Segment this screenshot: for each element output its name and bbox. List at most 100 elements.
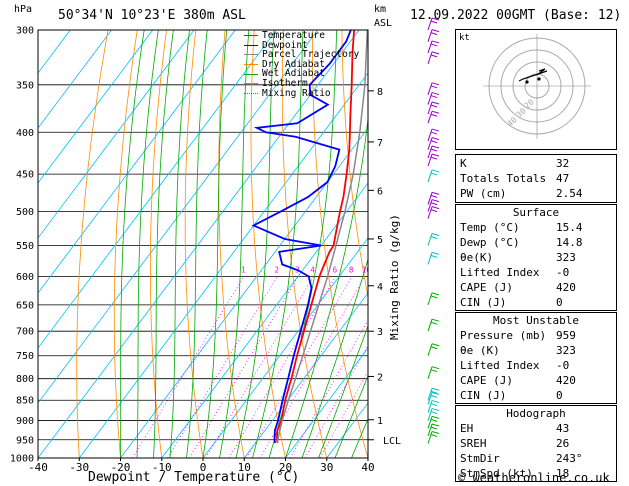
dry-adiabat: [430, 30, 455, 458]
legend-item: Temperature: [244, 31, 374, 41]
mixing-ratio-label: 2: [275, 265, 280, 274]
most-unstable-title: Most Unstable: [492, 314, 580, 327]
most-unstable-row: Lifted Index -0: [456, 358, 616, 373]
most-unstable-row-value: 323: [556, 344, 576, 357]
most-unstable-row: θe (K) 323: [456, 343, 616, 358]
index-row: PW (cm) 2.54: [456, 186, 616, 201]
isotherm: [38, 30, 112, 129]
km-tick-label: LCL: [383, 436, 401, 447]
hodograph-unit: kt: [459, 33, 470, 43]
legend-swatch: [244, 54, 258, 56]
wet-adiabat: [252, 30, 304, 458]
most-unstable-row: CIN (J) 0: [456, 388, 616, 403]
pressure-tick-label: 750: [16, 351, 34, 362]
index-row-label: K: [460, 157, 467, 170]
dry-adiabat: [281, 30, 328, 458]
series-parcel-trajectory: [276, 30, 368, 444]
surface-row-value: -0: [556, 266, 570, 279]
hodograph-row-label: SREH: [460, 437, 487, 450]
hodograph-row-label: StmSpd (kt): [460, 467, 533, 480]
pressure-tick-label: 1000: [10, 454, 34, 465]
pressure-tick-label: 600: [16, 272, 34, 283]
x-tick-label: -30: [69, 461, 89, 474]
most-unstable-row-label: CAPE (J): [460, 374, 513, 387]
pressure-tick-label: 450: [16, 170, 34, 181]
wind-barb: [427, 137, 440, 150]
km-tick-label: 2: [377, 372, 383, 383]
wet-adiabat: [186, 30, 208, 458]
surface-row: Temp (°C) 15.4: [456, 220, 616, 235]
surface-row-label: CAPE (J): [460, 281, 513, 294]
hodograph-row: SREH 26: [456, 436, 616, 451]
mixing-ratio-line: [131, 276, 245, 458]
wet-adiabat: [202, 30, 228, 458]
wind-barb: [427, 82, 440, 95]
surface-row: θe(K) 323: [456, 250, 616, 265]
wet-adiabat: [235, 30, 275, 458]
legend-label: Dewpoint: [262, 39, 308, 51]
legend-label: Temperature: [262, 30, 325, 41]
wind-barb: [427, 29, 440, 42]
hodograph-row-label: EH: [460, 422, 474, 435]
legend-item: Wet Adiabat: [244, 69, 374, 79]
isotherm: [38, 30, 195, 239]
legend-swatch: [244, 92, 258, 94]
legend-swatch: [244, 35, 258, 37]
legend-label: Mixing Ratio: [262, 87, 331, 99]
legend-item: Dewpoint: [244, 39, 374, 51]
wet-adiabat: [120, 30, 145, 458]
most-unstable-row-value: 420: [556, 374, 576, 387]
x-tick-label: -10: [152, 461, 172, 474]
isotherm: [202, 237, 368, 458]
surface-row-label: CIN (J): [460, 296, 507, 309]
wet-adiabat: [334, 374, 368, 458]
surface-title: Surface: [512, 206, 560, 219]
wind-barb: [427, 17, 440, 31]
wind-barb: [427, 92, 440, 105]
hodograph-row-value: 26: [556, 437, 570, 450]
wind-barb: [427, 343, 440, 356]
hodograph-row-value: 18: [556, 467, 570, 480]
surface-row: CIN (J) 0: [456, 295, 616, 310]
index-row-value: 47: [556, 172, 570, 185]
wind-barb: [427, 400, 440, 413]
legend-item: Parcel Trajectory: [244, 50, 374, 60]
index-row: K 32: [456, 156, 616, 171]
legend-label: Dry Adiabat: [262, 58, 325, 70]
legend-label: Isotherm: [262, 77, 308, 89]
x-tick-label: 40: [361, 461, 374, 474]
surface-row-label: Temp (°C): [460, 221, 520, 234]
pressure-unit-label: hPa: [14, 4, 33, 15]
wet-adiabat: [219, 30, 250, 458]
legend-label: Parcel Trajectory: [262, 49, 360, 61]
wind-barb: [427, 145, 440, 159]
indices-top-box: K 32 Totals Totals 47 PW (cm) 2.54: [455, 154, 617, 203]
pressure-tick-label: 300: [16, 26, 34, 37]
index-row-value: 2.54: [556, 187, 583, 200]
hodograph-row-value: 43: [556, 422, 570, 435]
mixing-ratio-label: 1: [241, 265, 246, 274]
x-axis-label: Dewpoint / Temperature (°C): [88, 470, 300, 485]
wet-adiabat: [153, 30, 174, 458]
surface-row: Dewp (°C) 14.8: [456, 235, 616, 250]
dry-adiabat: [341, 30, 368, 299]
mixing-ratio-label: 6: [333, 265, 338, 274]
pressure-tick-label: 500: [16, 207, 34, 218]
dry-adiabat: [218, 30, 245, 458]
indices-panel: K 32 Totals Totals 47 PW (cm) 2.54 Surface Tem…: [455, 154, 617, 482]
mixing-ratio-label: 10: [362, 265, 372, 274]
mixing-ratio-line: [319, 370, 368, 458]
wind-barb: [427, 110, 440, 124]
x-tick-label: 20: [279, 461, 292, 474]
mixing-ratio-label: 4: [310, 265, 315, 274]
hodograph: kt 40 30 20: [455, 29, 617, 150]
legend-swatch: [244, 83, 258, 85]
index-row-label: PW (cm): [460, 187, 507, 200]
x-tick-label: -40: [28, 461, 48, 474]
most-unstable-row: Pressure (mb) 959: [456, 328, 616, 343]
surface-row-value: 323: [556, 251, 576, 264]
mixing-ratio-line: [228, 276, 336, 458]
legend-item: Dry Adiabat: [244, 60, 374, 70]
hodograph-indices-box: Hodograph EH 43 SREH 26 StmDir 243° StmSpd (kt)…: [455, 405, 617, 482]
series-dewpoint: [251, 30, 352, 444]
